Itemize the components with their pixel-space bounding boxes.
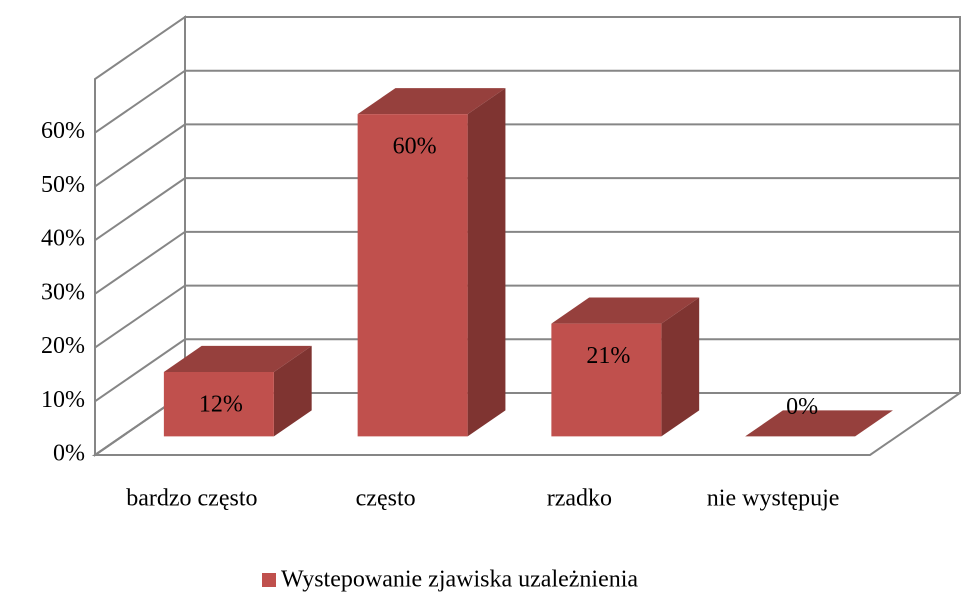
legend-swatch xyxy=(262,573,276,587)
bar xyxy=(357,114,468,437)
grid-line xyxy=(94,338,960,403)
x-tick-label: nie występuje xyxy=(707,486,840,512)
y-tick-label: 60% xyxy=(41,118,85,144)
y-tick-label: 40% xyxy=(41,226,85,252)
x-tick-label: często xyxy=(356,486,416,512)
data-label: 60% xyxy=(393,134,437,160)
data-label: 0% xyxy=(786,394,818,420)
grid-line xyxy=(94,230,960,295)
y-tick-label: 0% xyxy=(53,441,85,467)
y-tick-label: 20% xyxy=(41,333,85,359)
bar-side xyxy=(467,88,506,437)
grid-line xyxy=(94,177,960,241)
grid-line xyxy=(94,123,960,188)
x-tick-label: bardzo często xyxy=(126,486,257,512)
legend-label: Wystepowanie zjawiska uzależnienia xyxy=(281,567,638,593)
y-tick-label: 50% xyxy=(41,172,85,198)
bar-top xyxy=(357,88,506,115)
data-label: 21% xyxy=(586,343,630,369)
grid-line xyxy=(94,284,960,349)
bar xyxy=(551,323,662,437)
bar xyxy=(163,371,274,437)
bar-side xyxy=(661,297,700,437)
y-tick-label: 30% xyxy=(41,279,85,305)
bar-top xyxy=(163,345,312,372)
y-tick-label: 10% xyxy=(41,387,85,413)
grid-line xyxy=(94,69,960,134)
x-tick-label: rzadko xyxy=(547,486,612,512)
bar-top xyxy=(551,297,700,324)
bar-side xyxy=(273,345,312,437)
data-label: 12% xyxy=(199,391,243,417)
bar-top xyxy=(745,410,893,437)
